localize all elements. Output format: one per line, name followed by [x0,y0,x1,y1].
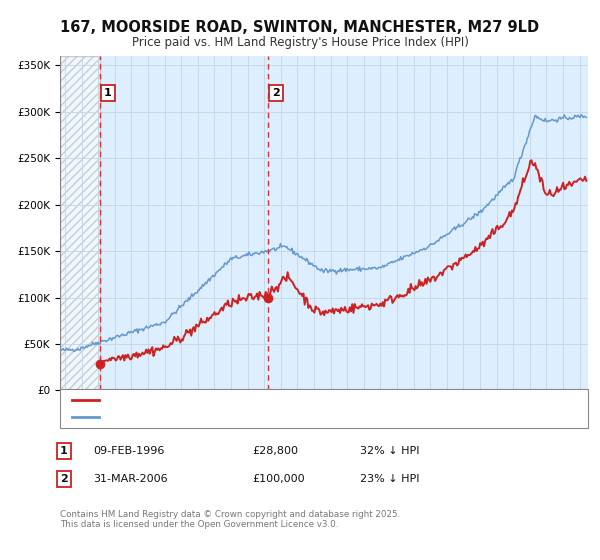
Text: Price paid vs. HM Land Registry's House Price Index (HPI): Price paid vs. HM Land Registry's House … [131,36,469,49]
Text: 09-FEB-1996: 09-FEB-1996 [93,446,164,456]
Text: 31-MAR-2006: 31-MAR-2006 [93,474,167,484]
Text: £28,800: £28,800 [252,446,298,456]
Text: 1: 1 [104,88,112,98]
Text: 2: 2 [272,88,280,98]
Text: 167, MOORSIDE ROAD, SWINTON, MANCHESTER, M27 9LD: 167, MOORSIDE ROAD, SWINTON, MANCHESTER,… [61,20,539,35]
Text: £100,000: £100,000 [252,474,305,484]
Bar [60,56,100,390]
Text: 32% ↓ HPI: 32% ↓ HPI [360,446,419,456]
Text: 167, MOORSIDE ROAD, SWINTON, MANCHESTER, M27 9LD (semi-detached house): 167, MOORSIDE ROAD, SWINTON, MANCHESTER,… [104,395,506,405]
Text: 23% ↓ HPI: 23% ↓ HPI [360,474,419,484]
Text: 2: 2 [60,474,68,484]
Text: 1: 1 [60,446,68,456]
Text: HPI: Average price, semi-detached house, Salford: HPI: Average price, semi-detached house,… [104,412,346,422]
Text: Contains HM Land Registry data © Crown copyright and database right 2025.
This d: Contains HM Land Registry data © Crown c… [60,510,400,529]
